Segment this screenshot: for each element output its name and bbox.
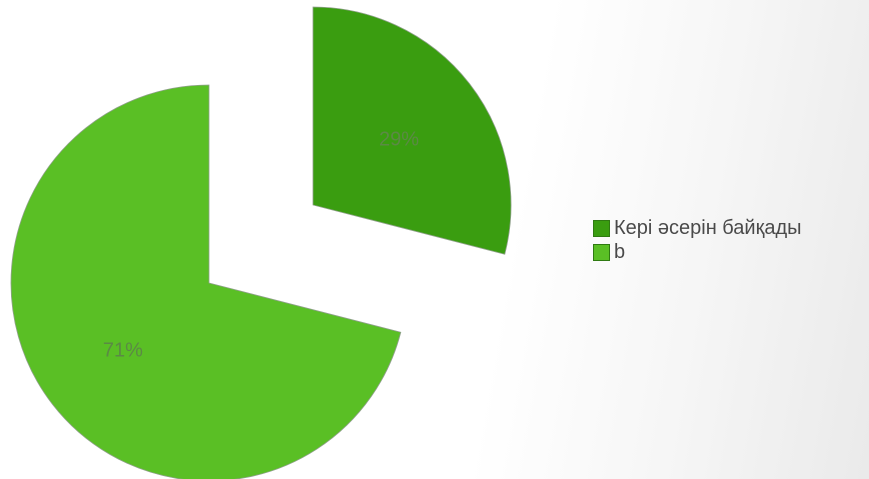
pie-slice-0 bbox=[312, 6, 512, 255]
legend: Кері әсерін байқады b bbox=[593, 216, 802, 264]
legend-swatch-1 bbox=[593, 243, 610, 261]
slice-label-0: 29% bbox=[379, 128, 419, 150]
legend-item-1: b bbox=[593, 240, 802, 264]
legend-label-1: b bbox=[614, 241, 626, 263]
legend-item-0: Кері әсерін байқады bbox=[593, 216, 802, 240]
legend-swatch-0 bbox=[593, 219, 610, 237]
pie-slice-1 bbox=[10, 84, 402, 479]
slice-label-1: 71% bbox=[103, 340, 143, 362]
legend-label-0: Кері әсерін байқады bbox=[614, 217, 802, 239]
